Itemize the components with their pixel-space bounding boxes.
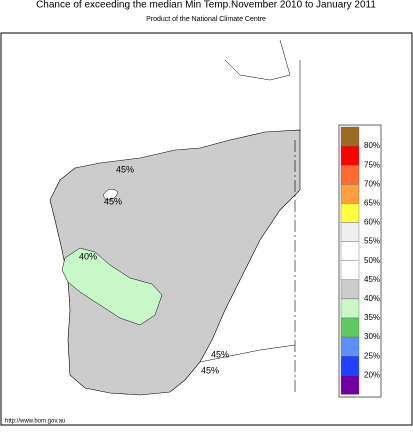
legend-swatch: [340, 298, 360, 319]
legend-swatch: [340, 317, 360, 338]
legend: 80% 75% 70% 65% 60% 55% 50% 45% 40% 35% 30% 25% 20%: [340, 126, 380, 395]
map-label: 45%: [201, 365, 219, 375]
legend-label: 75%: [364, 160, 380, 169]
map-label: 40%: [79, 251, 97, 261]
region-white: [102, 188, 119, 201]
footer-url: http://www.bom.gov.au: [5, 419, 65, 425]
legend-label: 50%: [364, 256, 380, 265]
legend-swatch: [340, 356, 360, 376]
map-label: 45%: [104, 196, 122, 206]
legend-label: 80%: [364, 141, 380, 150]
legend-label: 20%: [364, 370, 380, 379]
legend-label: 30%: [364, 332, 380, 341]
coast: [199, 344, 296, 363]
legend-label: 70%: [364, 179, 380, 188]
map-label: 45%: [211, 349, 229, 359]
legend-swatch: [340, 375, 360, 395]
legend-label: 60%: [364, 218, 380, 227]
legend-swatch: [340, 260, 360, 281]
legend-swatch: [340, 203, 360, 223]
legend-swatch: [340, 145, 360, 166]
legend-swatch: [340, 241, 360, 261]
legend-swatch: [340, 222, 360, 242]
legend-label: 55%: [364, 237, 380, 246]
title: Chance of exceeding the median Min Temp.…: [36, 0, 376, 11]
legend-label: 35%: [364, 313, 380, 322]
region-40: [61, 247, 163, 326]
legend-swatch: [340, 336, 360, 357]
map: [49, 39, 301, 396]
legend-swatch: [340, 184, 360, 204]
map-label: 45%: [116, 164, 134, 174]
legend-label: 45%: [364, 275, 380, 284]
subtitle: Product of the National Climate Centre: [146, 16, 266, 23]
legend-swatch: [340, 164, 360, 185]
legend-label: 40%: [364, 294, 380, 303]
coast: [224, 39, 301, 130]
legend-label: 65%: [364, 199, 380, 208]
legend-swatch: [340, 126, 360, 147]
legend-swatch: [340, 279, 360, 300]
legend-label: 25%: [364, 351, 380, 360]
